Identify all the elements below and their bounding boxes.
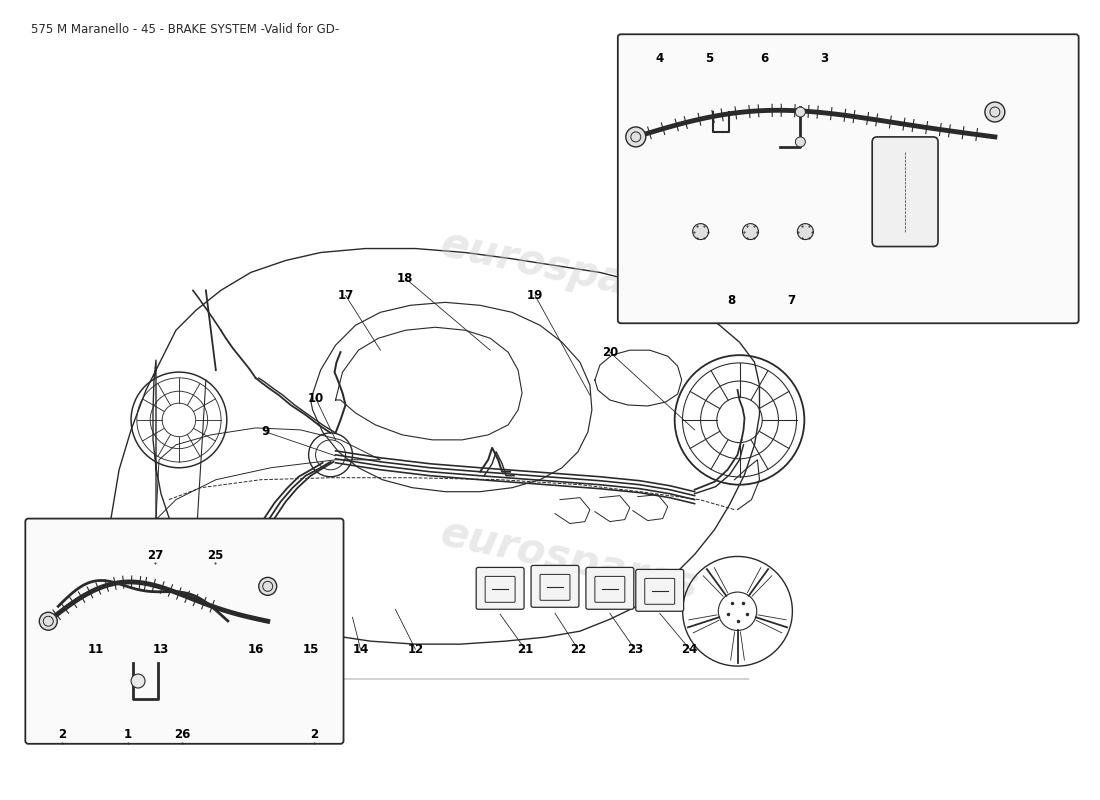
Circle shape	[795, 137, 805, 147]
Text: 6: 6	[760, 52, 768, 66]
Text: 3: 3	[821, 52, 828, 66]
Circle shape	[693, 224, 708, 239]
Text: 16: 16	[248, 642, 264, 656]
Text: 24: 24	[682, 642, 697, 656]
Text: 13: 13	[153, 642, 169, 656]
Circle shape	[798, 224, 813, 239]
Circle shape	[258, 578, 277, 595]
Circle shape	[626, 127, 646, 147]
Text: 25: 25	[207, 549, 223, 562]
Circle shape	[40, 612, 57, 630]
Text: 27: 27	[147, 549, 163, 562]
Text: 1: 1	[123, 728, 132, 742]
Text: 10: 10	[308, 391, 323, 405]
Text: 23: 23	[627, 642, 642, 656]
Text: 12: 12	[407, 642, 424, 656]
Circle shape	[742, 224, 759, 239]
Text: 2: 2	[310, 728, 318, 742]
Text: eurospares: eurospares	[437, 222, 703, 318]
Text: 19: 19	[527, 289, 543, 302]
FancyBboxPatch shape	[586, 567, 634, 610]
Circle shape	[208, 616, 214, 622]
Text: eurospares: eurospares	[437, 511, 703, 607]
FancyBboxPatch shape	[872, 137, 938, 246]
Text: 14: 14	[352, 642, 368, 656]
Text: 11: 11	[88, 642, 104, 656]
Text: 9: 9	[262, 426, 270, 438]
Circle shape	[795, 107, 805, 117]
Circle shape	[257, 616, 264, 622]
Circle shape	[257, 656, 264, 662]
FancyBboxPatch shape	[476, 567, 524, 610]
Circle shape	[984, 102, 1004, 122]
Text: 18: 18	[397, 272, 414, 285]
Text: 26: 26	[174, 728, 190, 742]
Text: 21: 21	[517, 642, 534, 656]
Circle shape	[208, 656, 214, 662]
Text: 575 M Maranello - 45 - BRAKE SYSTEM -Valid for GD-: 575 M Maranello - 45 - BRAKE SYSTEM -Val…	[31, 23, 340, 36]
FancyBboxPatch shape	[531, 566, 579, 607]
Text: 15: 15	[302, 642, 319, 656]
Circle shape	[131, 674, 145, 688]
Text: 4: 4	[656, 52, 663, 66]
FancyBboxPatch shape	[636, 570, 684, 611]
Text: 5: 5	[705, 52, 713, 66]
Text: 22: 22	[570, 642, 586, 656]
FancyBboxPatch shape	[25, 518, 343, 744]
Text: 17: 17	[338, 289, 353, 302]
Text: 2: 2	[57, 728, 66, 742]
Text: 8: 8	[727, 294, 735, 307]
Text: 20: 20	[602, 346, 618, 358]
Text: 7: 7	[788, 294, 795, 307]
FancyBboxPatch shape	[618, 34, 1079, 323]
